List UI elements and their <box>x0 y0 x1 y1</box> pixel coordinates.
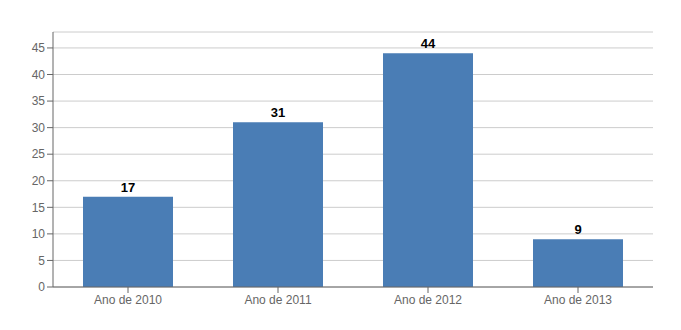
svg-text:30: 30 <box>32 121 46 135</box>
svg-text:17: 17 <box>121 180 135 195</box>
svg-text:45: 45 <box>32 41 46 55</box>
svg-text:44: 44 <box>421 36 436 51</box>
svg-text:25: 25 <box>32 147 46 161</box>
svg-text:10: 10 <box>32 227 46 241</box>
svg-text:9: 9 <box>574 222 581 237</box>
svg-text:Ano de 2013: Ano de 2013 <box>544 293 612 307</box>
svg-text:Ano de 2011: Ano de 2011 <box>244 293 311 307</box>
svg-text:20: 20 <box>32 174 46 188</box>
svg-text:Ano de 2010: Ano de 2010 <box>94 293 162 307</box>
svg-text:35: 35 <box>32 94 46 108</box>
svg-text:15: 15 <box>32 201 46 215</box>
svg-text:5: 5 <box>38 254 45 268</box>
svg-text:Ano de 2012: Ano de 2012 <box>394 293 462 307</box>
svg-text:40: 40 <box>32 68 46 82</box>
svg-text:0: 0 <box>38 280 45 294</box>
svg-text:31: 31 <box>271 105 285 120</box>
